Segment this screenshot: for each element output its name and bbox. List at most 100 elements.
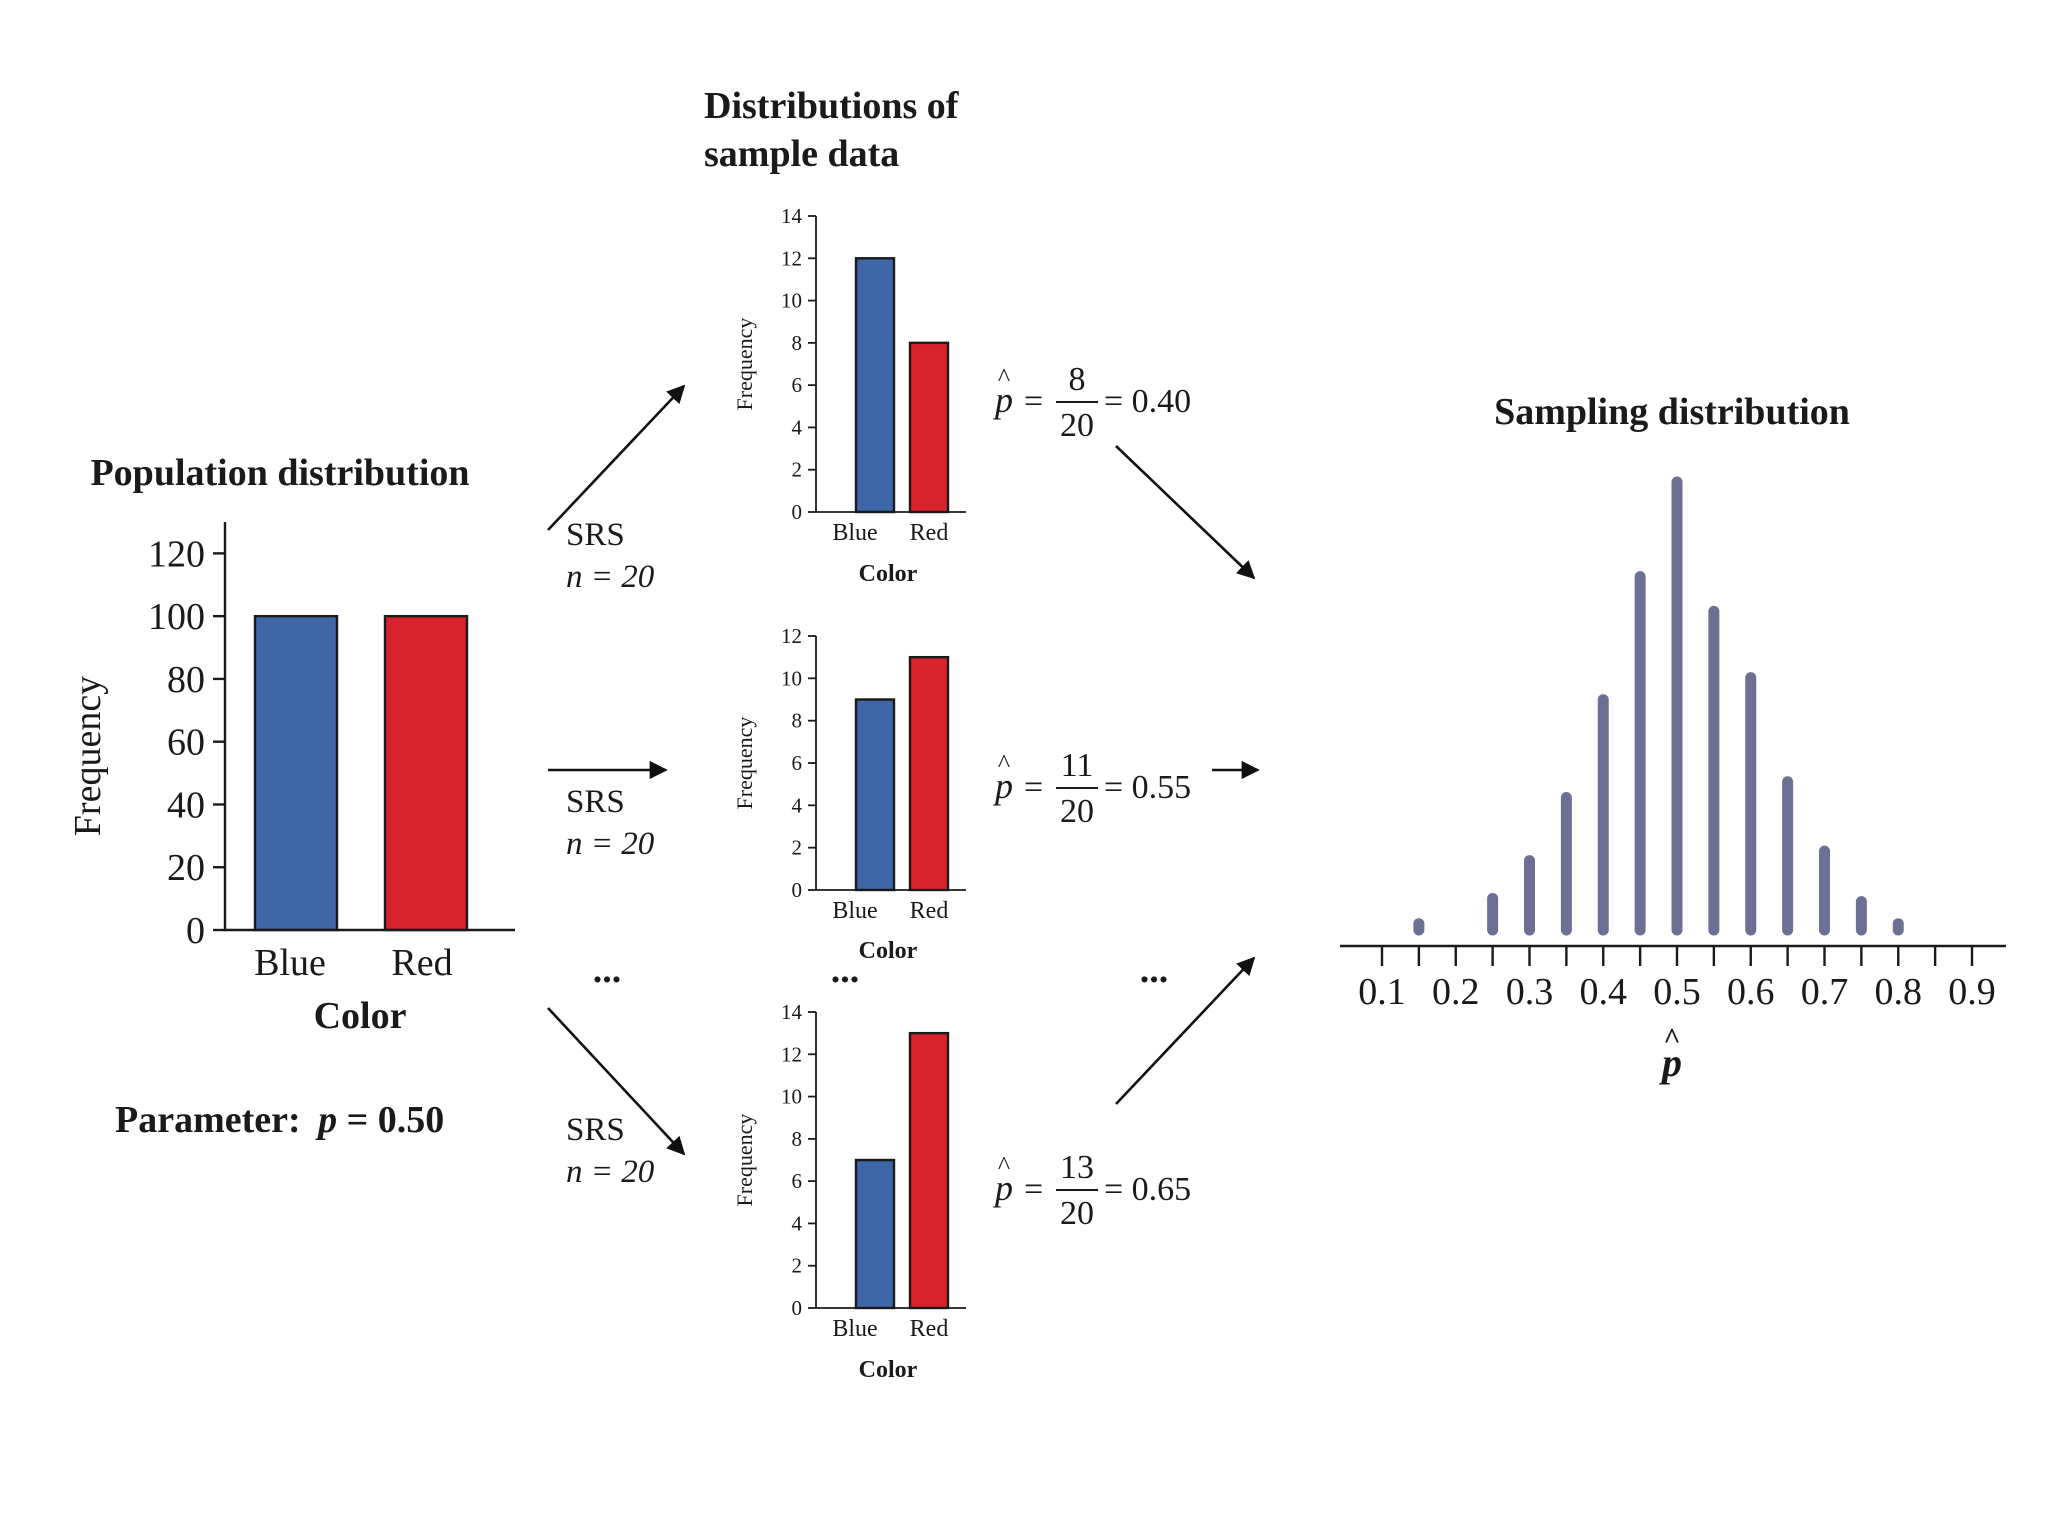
srs-label-2: SRS: [566, 784, 625, 820]
sample-bar-blue: [854, 257, 896, 514]
population-bars: [253, 614, 469, 932]
sampling-distribution-tick-label: 0.4: [1580, 971, 1628, 1013]
sample-y-tick-label: 4: [792, 793, 803, 817]
samples-title-line1: Distributions of: [704, 85, 960, 127]
sample-statistic-3: p^ = 13 20 = 0.65: [992, 1149, 1191, 1232]
srs-n-3: n = 20: [566, 1154, 655, 1190]
sample-x-axis-label: Color: [859, 561, 918, 587]
sample-x-tick-label: Blue: [832, 520, 877, 546]
sample-y-axis-label: Frequency: [732, 1114, 757, 1207]
sample-x-tick-label: Red: [910, 1316, 949, 1342]
sampling-distribution-tick-label: 0.5: [1653, 971, 1701, 1013]
sample-statistic-1: p^ = 8 20 = 0.40: [992, 361, 1191, 444]
phat-denominator: 20: [1060, 793, 1094, 830]
sample-y-axis-label: Frequency: [732, 717, 757, 810]
phat-numerator: 11: [1061, 747, 1094, 784]
sample-panel-3: 0 2 4 6 8 10 12 14 Blue Red Frequency Color p^ = 13 20 =…: [732, 1000, 1191, 1383]
sample-axes: [815, 636, 966, 891]
sample-y-tick-label: 4: [792, 415, 803, 439]
population-y-ticks: 0 20 40 60 80 100 120: [148, 533, 225, 952]
sampling-distribution-tick-label: 0.8: [1875, 971, 1923, 1013]
population-y-tick-label: 60: [167, 722, 205, 764]
sample-y-tick-label: 2: [792, 458, 803, 482]
phat-value: = 0.55: [1104, 769, 1191, 806]
phat-value: = 0.40: [1104, 383, 1191, 420]
population-title: Population distribution: [90, 452, 469, 494]
sample-y-tick-label: 10: [781, 289, 802, 313]
population-y-tick-label: 120: [148, 533, 205, 575]
sampling-distribution-x-ticks: 0.1 0.2 0.3 0.4 0.5 0.6 0.7 0.8 0.9: [1358, 946, 1996, 1013]
phat-symbol: p: [992, 1168, 1013, 1208]
phat-denominator: 20: [1060, 407, 1094, 444]
srs-n-2: n = 20: [566, 826, 655, 862]
sample-panel-2: 0 2 4 6 8 10 12 Blue Red Frequency Color p^ = 11 20 = 0…: [732, 624, 1191, 964]
sample-y-tick-label: 14: [781, 204, 803, 228]
sample-y-tick-label: 8: [792, 1127, 803, 1151]
sample-x-axis-label: Color: [859, 938, 918, 964]
statistic-arrow-bottom: [1115, 956, 1256, 1105]
population-x-axis-label: Color: [314, 995, 407, 1037]
phat-hat-icon: ^: [998, 749, 1010, 778]
phat-hat-icon: ^: [998, 363, 1010, 392]
sample-y-tick-label: 0: [792, 1296, 803, 1320]
population-x-tick-label: Red: [391, 942, 452, 984]
srs-label-1: SRS: [566, 517, 625, 553]
sample-axes: [815, 216, 966, 513]
sample-y-tick-label: 2: [792, 836, 803, 860]
sample-y-tick-label: 8: [792, 709, 803, 733]
phat-numerator: 8: [1069, 361, 1086, 398]
sample-y-axis-label: Frequency: [732, 318, 757, 411]
population-panel: Population distribution Frequency 0 20 40 6…: [67, 452, 515, 1141]
sample-y-tick-label: 12: [781, 624, 802, 648]
parameter-statement: Parameter: p = 0.50: [115, 1099, 444, 1141]
sample-bar-red: [908, 1031, 950, 1310]
sample-x-tick-label: Red: [910, 520, 949, 546]
sample-statistic-2: p^ = 11 20 = 0.55: [992, 747, 1191, 830]
sample-bar-red: [908, 341, 950, 514]
sample-y-tick-label: 10: [781, 1085, 802, 1109]
equals-sign: =: [1024, 383, 1043, 420]
ellipsis-samples: ...: [831, 949, 860, 991]
sample-y-tick-label: 10: [781, 666, 802, 690]
srs-label-3: SRS: [566, 1112, 625, 1148]
population-y-tick-label: 0: [186, 910, 205, 952]
sample-x-tick-label: Red: [910, 898, 949, 924]
statistic-arrows: [1115, 445, 1260, 1105]
sample-y-tick-label: 6: [792, 1169, 803, 1193]
sampling-distribution-tick-label: 0.6: [1727, 971, 1775, 1013]
population-y-tick-label: 80: [167, 659, 205, 701]
sample-bar-blue: [854, 698, 896, 892]
parameter-variable: p: [315, 1099, 337, 1141]
phat-symbol: p: [992, 766, 1013, 806]
population-bar-blue: [253, 614, 339, 932]
phat-numerator: 13: [1060, 1149, 1094, 1186]
sampling-distribution-tick-label: 0.3: [1506, 971, 1554, 1013]
sample-panel-1: 0 2 4 6 8 10 12 14 Blue Red Frequency Color p^ = 8 20 = …: [732, 204, 1191, 587]
sampling-distribution-panel: Sampling distribution 0.1 0.2 0.3 0.4 0.5 0.6…: [1340, 391, 2006, 1085]
population-x-ticks: Blue Red: [254, 942, 453, 984]
samples-title-line2: sample data: [704, 133, 899, 175]
population-y-axis-label: Frequency: [67, 676, 109, 836]
population-y-tick-label: 100: [148, 596, 205, 638]
sample-y-tick-label: 0: [792, 878, 803, 902]
srs-arrow-bottom: [547, 1007, 686, 1156]
sample-x-tick-label: Blue: [832, 898, 877, 924]
sampling-distribution-tick-label: 0.1: [1358, 971, 1406, 1013]
phat-symbol: p: [992, 380, 1013, 420]
sampling-distribution-x-label: p: [1659, 1040, 1682, 1085]
sample-y-tick-label: 4: [792, 1211, 803, 1235]
phat-denominator: 20: [1060, 1195, 1094, 1232]
sample-axes: [815, 1012, 966, 1309]
sample-y-tick-label: 12: [781, 246, 802, 270]
equals-sign: =: [1024, 1171, 1043, 1208]
sampling-distribution-tick-label: 0.7: [1801, 971, 1849, 1013]
population-y-tick-label: 40: [167, 784, 205, 826]
population-y-tick-label: 20: [167, 847, 205, 889]
sample-y-tick-label: 12: [781, 1042, 802, 1066]
population-x-tick-label: Blue: [254, 942, 326, 984]
phat-hat-icon: ^: [998, 1151, 1010, 1180]
statistic-arrow-top: [1115, 445, 1256, 580]
sample-y-tick-label: 14: [781, 1000, 803, 1024]
population-bar-red: [383, 614, 469, 932]
